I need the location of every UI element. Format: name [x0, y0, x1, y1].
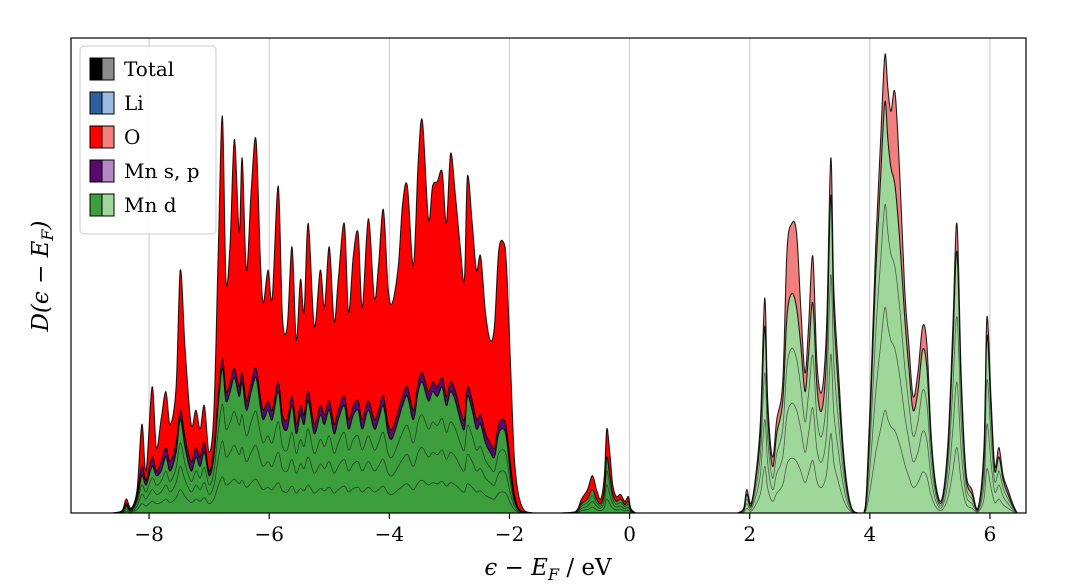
x-tick-label: −2	[495, 522, 524, 546]
legend-label-mn-d: Mn d	[124, 193, 177, 217]
x-ticks: −8 −6 −4 −2 0 2 4 6	[134, 513, 996, 546]
mn-d-mid-line	[560, 456, 636, 514]
x-tick-label: −6	[254, 522, 283, 546]
mn-d-mid-contour	[560, 470, 636, 514]
plot-frame	[70, 37, 1027, 514]
legend-label-o: O	[124, 125, 140, 149]
y-axis-label: D(ϵ − EF)	[28, 220, 57, 332]
mn-d-conduction-contour	[737, 203, 1018, 514]
legend-swatch-total-dark	[89, 57, 103, 81]
x-axis-label: ϵ − EF / eV	[484, 555, 612, 584]
legend-swatch-mn-s-p-light	[101, 159, 115, 183]
mn-d-valence-contour	[113, 476, 534, 514]
x-tick-label: 0	[623, 522, 636, 546]
mn-d-valence-contour	[113, 440, 534, 514]
legend-label-mn-s-p: Mn s, p	[124, 159, 200, 183]
mn-d-valence-area	[113, 368, 534, 513]
mn-d-mid-contour	[560, 498, 636, 514]
legend-swatch-o-dark	[89, 125, 103, 149]
legend-swatch-mn-d-dark	[89, 193, 103, 217]
legend-label-li: Li	[124, 91, 144, 115]
mn-d-conduction-contour	[737, 306, 1018, 514]
x-tick-label: 6	[984, 522, 997, 546]
legend: Total Li O Mn s, p Mn d	[79, 45, 217, 235]
x-tick-label: −8	[134, 522, 163, 546]
legend-swatch-mn-d-light	[101, 193, 115, 217]
legend-swatch-o-light	[101, 125, 115, 149]
x-tick-label: 4	[863, 522, 876, 546]
plot-areas	[112, 53, 1018, 514]
x-tick-label: 2	[743, 522, 756, 546]
o-mid-line	[560, 427, 636, 514]
legend-swatch-mn-s-p-dark	[89, 159, 103, 183]
mn-d-mid-contour	[560, 484, 636, 514]
o-valence-line	[112, 115, 534, 514]
legend-swatch-total-light	[101, 57, 115, 81]
mn-d-valence-contour	[112, 404, 534, 514]
legend-swatch-li-dark	[89, 91, 103, 115]
mn-s-p-valence-line	[112, 358, 534, 514]
x-tick-label: −4	[375, 522, 404, 546]
mn-d-conduction-line	[737, 100, 1018, 514]
legend-label-total: Total	[124, 57, 174, 81]
grid-lines	[148, 38, 991, 513]
legend-swatch-li-light	[101, 91, 115, 115]
mn-d-conduction-contour	[737, 409, 1018, 514]
mn-d-valence-line	[112, 367, 534, 514]
